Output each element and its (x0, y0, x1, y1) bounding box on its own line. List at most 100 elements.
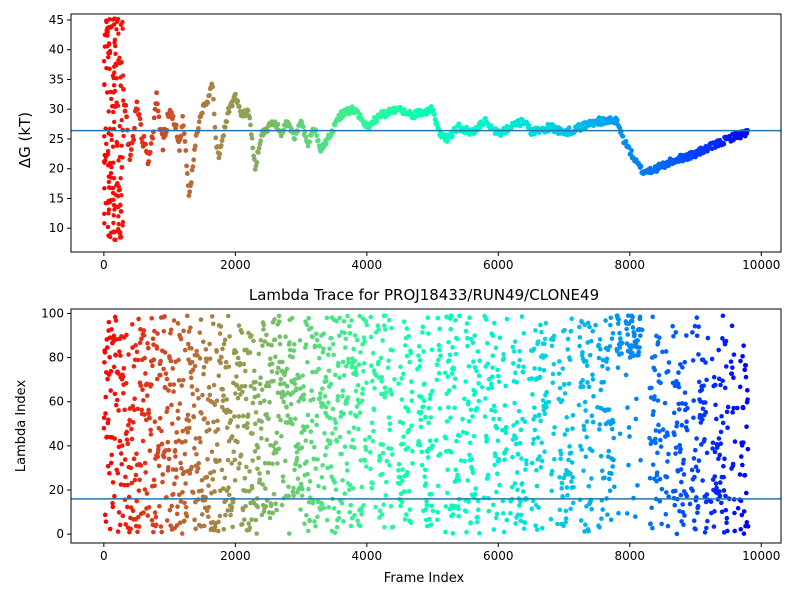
lambda-point (448, 326, 454, 332)
lambda-point (732, 510, 737, 516)
y-tick-label: 10 (49, 221, 64, 235)
lambda-point (474, 406, 480, 411)
lambda-point (172, 481, 177, 487)
lambda-point (326, 400, 331, 405)
lambda-point (295, 441, 301, 447)
lambda-point (606, 407, 612, 412)
lambda-point (262, 460, 268, 466)
lambda-point (319, 475, 325, 480)
lambda-point (278, 381, 283, 387)
lambda-point (539, 440, 545, 446)
delta-g-axes-frame (70, 13, 782, 253)
lambda-point (557, 385, 563, 391)
lambda-point (652, 367, 658, 373)
lambda-point (560, 366, 566, 371)
delta-g-point (128, 152, 133, 158)
lambda-point (327, 438, 333, 444)
lambda-point (111, 364, 117, 370)
lambda-point (101, 425, 107, 431)
lambda-point (609, 426, 615, 432)
lambda-point (249, 333, 254, 338)
lambda-point (294, 455, 300, 461)
delta-g-point (103, 200, 108, 206)
lambda-point (117, 522, 123, 528)
delta-g-point (143, 141, 148, 147)
lambda-point (151, 357, 157, 362)
delta-g-point (250, 145, 256, 151)
lambda-point (158, 524, 164, 529)
lambda-point (538, 322, 543, 328)
delta-g-point (187, 189, 193, 195)
x-tick-label: 8000 (615, 258, 646, 272)
lambda-point (484, 340, 490, 346)
lambda-point (562, 391, 568, 396)
lambda-point (329, 335, 334, 341)
lambda-point (346, 356, 351, 362)
lambda-point (501, 356, 507, 362)
lambda-point (286, 531, 292, 536)
lambda-point (270, 461, 275, 467)
lambda-point (177, 401, 183, 406)
lambda-point (233, 349, 239, 355)
lambda-point (550, 337, 556, 342)
lambda-point (112, 314, 118, 320)
lambda-point (446, 405, 451, 410)
delta-g-point (638, 163, 644, 169)
lambda-point (382, 327, 388, 332)
lambda-point (243, 368, 248, 374)
lambda-point (544, 389, 549, 395)
lambda-point (386, 358, 391, 363)
lambda-point (180, 489, 185, 495)
lambda-point (163, 385, 168, 391)
lambda-point (175, 321, 181, 326)
delta-g-point (156, 114, 162, 120)
lambda-point (152, 483, 157, 489)
lambda-point (102, 360, 107, 365)
lambda-point (692, 447, 698, 453)
x-tick-label: 6000 (483, 258, 514, 272)
lambda-point (427, 516, 432, 522)
lambda-point (104, 434, 110, 440)
lambda-point (742, 472, 748, 478)
lambda-point (109, 452, 115, 458)
lambda-point (133, 342, 138, 348)
lambda-point (514, 420, 520, 425)
y-tick-label: 30 (49, 102, 64, 116)
lambda-point (630, 353, 636, 359)
lambda-point (357, 313, 363, 319)
lambda-point (691, 456, 697, 461)
lambda-point (268, 503, 274, 509)
lambda-point (420, 330, 425, 335)
lambda-point (344, 401, 349, 406)
lambda-point (679, 401, 685, 406)
lambda-point (585, 380, 590, 385)
lambda-point (301, 397, 307, 402)
lambda-point (320, 401, 326, 407)
lambda-point (174, 511, 180, 517)
lambda-point (355, 518, 360, 524)
lambda-point (102, 350, 108, 355)
lambda-point (323, 404, 329, 410)
lambda-point (204, 359, 209, 364)
lambda-point (485, 472, 491, 478)
lambda-point (148, 427, 153, 433)
lambda-point (519, 314, 525, 319)
lambda-point (203, 347, 209, 352)
lambda-point (354, 414, 359, 419)
lambda-point (118, 482, 124, 487)
delta-g-point (248, 132, 254, 137)
lambda-point (239, 384, 244, 389)
delta-g-point (105, 224, 111, 230)
lambda-point (221, 341, 227, 347)
lambda-point (353, 388, 359, 394)
lambda-point (493, 453, 498, 459)
delta-g-point (119, 164, 125, 170)
lambda-point (287, 340, 292, 345)
lambda-point (173, 454, 178, 459)
lambda-point (178, 336, 184, 342)
delta-g-point (181, 123, 186, 129)
lambda-point (581, 423, 587, 429)
lambda-point (500, 498, 506, 504)
lambda-point (119, 461, 125, 467)
lambda-point (476, 507, 481, 513)
